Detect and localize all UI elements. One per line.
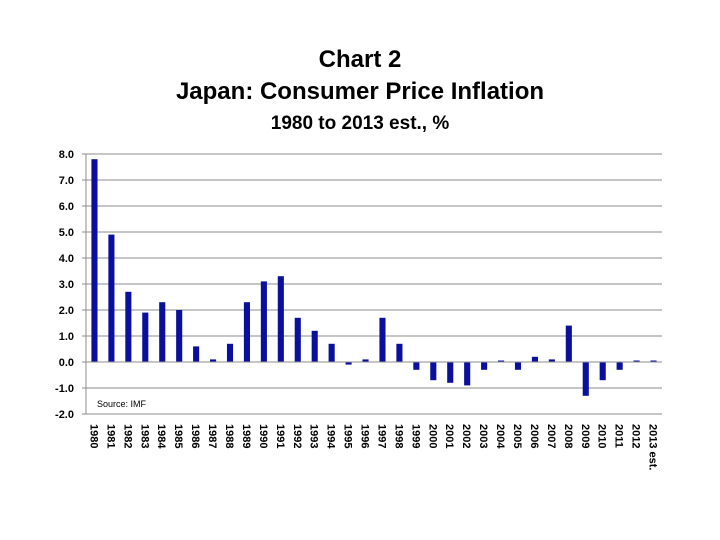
bar bbox=[548, 359, 555, 362]
x-tick-label: 2009 bbox=[579, 424, 591, 448]
x-tick-label: 2012 bbox=[630, 424, 642, 448]
axis-labels: 8.0 7.0 6.0 5.0 4.0 3.0 2.0 1.0 0.0 -1.0 -2.0 1980 1… bbox=[55, 149, 658, 470]
gridlines bbox=[86, 153, 662, 415]
x-tick-label: 2003 bbox=[477, 424, 489, 448]
y-tick-label: 7.0 bbox=[59, 175, 74, 187]
x-tick-label: 1983 bbox=[138, 424, 150, 448]
x-tick-label: 2004 bbox=[494, 424, 506, 449]
bar bbox=[243, 302, 250, 362]
bar bbox=[650, 360, 657, 362]
bar bbox=[565, 325, 572, 362]
x-tick-label: 1989 bbox=[240, 424, 252, 448]
bar bbox=[616, 362, 623, 370]
x-tick-label: 2007 bbox=[545, 424, 557, 448]
x-tick-label: 2001 bbox=[443, 424, 455, 448]
x-tick-label: 1987 bbox=[206, 424, 218, 448]
x-tick-label: 1985 bbox=[172, 424, 184, 448]
x-tick-label: 2008 bbox=[562, 424, 574, 448]
bar bbox=[193, 346, 200, 362]
bar bbox=[210, 359, 217, 362]
x-tick-label: 1980 bbox=[87, 424, 99, 448]
y-tick-label: 6.0 bbox=[59, 201, 74, 213]
bar bbox=[159, 302, 166, 362]
bar bbox=[633, 360, 640, 362]
bar bbox=[142, 312, 149, 362]
x-tick-label: 1999 bbox=[409, 424, 421, 448]
y-tick-label: -2.0 bbox=[55, 409, 74, 421]
chart-title: Chart 2 bbox=[318, 46, 402, 73]
x-tick-label: 2006 bbox=[528, 424, 540, 448]
bar bbox=[108, 234, 115, 362]
bar bbox=[498, 360, 505, 362]
x-tick-label: 2005 bbox=[511, 424, 523, 448]
y-tick-label: 5.0 bbox=[59, 227, 74, 239]
y-tick-label: 1.0 bbox=[59, 331, 74, 343]
bar bbox=[582, 362, 589, 396]
bar bbox=[176, 310, 183, 362]
x-tick-label: 1984 bbox=[155, 424, 167, 449]
bar bbox=[413, 362, 420, 370]
bar bbox=[362, 359, 369, 362]
x-tick-label: 1993 bbox=[308, 424, 320, 448]
y-tick-label: 0.0 bbox=[59, 357, 74, 369]
bar bbox=[294, 317, 301, 362]
chart-subtitle: Japan: Consumer Price Inflation bbox=[175, 78, 545, 105]
bar bbox=[464, 362, 471, 386]
y-tick-label: 4.0 bbox=[59, 253, 74, 265]
y-tick-label: 3.0 bbox=[59, 279, 74, 291]
x-tick-label: 2002 bbox=[460, 424, 472, 448]
x-tick-label: 1996 bbox=[359, 424, 371, 448]
x-tick-label: 2013 est. bbox=[647, 424, 659, 470]
x-tick-label: 2000 bbox=[426, 424, 438, 448]
bar bbox=[599, 362, 606, 381]
y-tick-label: 2.0 bbox=[59, 305, 74, 317]
bar bbox=[260, 281, 267, 362]
source-annotation: Source: IMF bbox=[97, 399, 147, 409]
axes bbox=[82, 153, 662, 415]
x-tick-label: 1982 bbox=[121, 424, 133, 448]
bar bbox=[396, 343, 403, 362]
x-tick-label: 1994 bbox=[325, 424, 337, 449]
y-tick-label: -1.0 bbox=[55, 383, 74, 395]
bar bbox=[514, 362, 522, 370]
bar bbox=[379, 317, 386, 362]
bar bbox=[447, 362, 454, 383]
bar bbox=[91, 159, 98, 362]
bar bbox=[531, 356, 538, 362]
bar bbox=[481, 362, 488, 370]
bar bbox=[311, 330, 318, 362]
x-tick-label: 1981 bbox=[104, 424, 116, 448]
chart-titles: Chart 2 Japan: Consumer Price Inflation … bbox=[0, 44, 720, 138]
x-tick-label: 1992 bbox=[291, 424, 303, 448]
chart-subtitle-range: 1980 to 2013 est., % bbox=[270, 113, 450, 134]
x-tick-label: 1991 bbox=[274, 424, 286, 448]
x-tick-label: 2010 bbox=[596, 424, 608, 448]
x-tick-label: 1998 bbox=[392, 424, 404, 448]
bar bbox=[226, 343, 234, 362]
bar bbox=[430, 362, 437, 381]
x-tick-label: 1997 bbox=[375, 424, 387, 448]
x-tick-label: 1990 bbox=[257, 424, 269, 448]
bars bbox=[91, 159, 657, 396]
y-tick-label: 8.0 bbox=[59, 149, 74, 161]
x-tick-label: 2011 bbox=[613, 424, 625, 448]
bar bbox=[345, 362, 352, 365]
bar bbox=[277, 276, 284, 362]
bar bbox=[125, 291, 132, 362]
x-tick-label: 1995 bbox=[342, 424, 354, 448]
bar bbox=[328, 343, 335, 362]
x-tick-label: 1986 bbox=[189, 424, 201, 448]
x-tick-label: 1988 bbox=[223, 424, 235, 448]
